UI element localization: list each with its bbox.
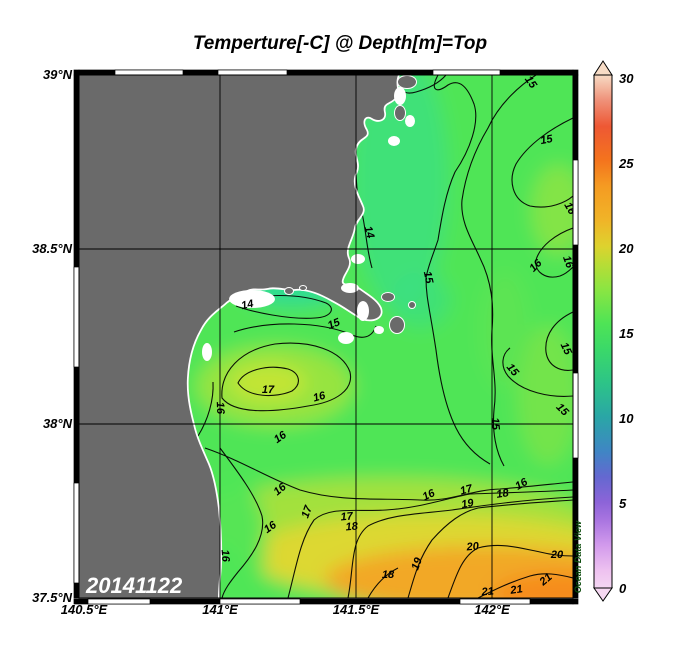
contour-14-bay bbox=[235, 294, 332, 319]
x-tick-label: 142°E bbox=[474, 602, 510, 617]
colorbar-tick-label: 0 bbox=[619, 581, 627, 596]
date-stamp: 20141122 bbox=[85, 573, 183, 598]
frame-segment bbox=[459, 598, 531, 605]
contour-label: 14 bbox=[362, 225, 377, 240]
x-tick-label: 141.5°E bbox=[333, 602, 380, 617]
contour-label: 16 bbox=[560, 254, 576, 270]
contour-label: 18 bbox=[345, 520, 359, 533]
frame-segment bbox=[572, 159, 579, 246]
contour-label: 21 bbox=[480, 586, 494, 599]
colorbar: 30 25 20 15 10 5 0 Ocean Data View bbox=[573, 60, 634, 602]
contour-label: 20 bbox=[550, 549, 564, 561]
plot-title: Temperture[-C] @ Depth[m]=Top bbox=[192, 33, 488, 54]
contour-15-right-a bbox=[545, 311, 573, 371]
frame-segment bbox=[73, 598, 80, 605]
contour-lines bbox=[197, 75, 573, 598]
colorbar-tick-label: 20 bbox=[618, 241, 634, 256]
contour-label: 19 bbox=[409, 555, 425, 571]
frame-segment bbox=[73, 69, 80, 76]
odv-credit: Ocean Data View bbox=[573, 520, 583, 593]
x-tick-label: 140.5°E bbox=[61, 602, 108, 617]
colorbar-arrow-down bbox=[593, 587, 613, 602]
contour-label: 21 bbox=[509, 583, 524, 597]
contour-18-front bbox=[347, 496, 573, 598]
contour-label: 16 bbox=[214, 402, 226, 416]
contour-16-right-loop bbox=[535, 227, 573, 278]
frame-segment bbox=[432, 69, 501, 76]
colorbar-tick-label: 15 bbox=[619, 326, 634, 341]
contour-label: 16 bbox=[561, 200, 578, 217]
y-tick-label: 38.5°N bbox=[32, 241, 73, 256]
contour-label: 18 bbox=[496, 487, 511, 501]
islands bbox=[284, 75, 417, 334]
contour-20-front bbox=[447, 544, 573, 598]
frame-segment bbox=[572, 598, 579, 605]
contour-label: 15 bbox=[558, 341, 574, 358]
frame-segment bbox=[87, 598, 151, 605]
contour-label: 17 bbox=[340, 510, 354, 523]
map-border bbox=[78, 74, 574, 599]
contour-15-right-loop bbox=[511, 117, 573, 208]
contour-15-east bbox=[461, 75, 537, 467]
contour-17-loop bbox=[237, 366, 299, 397]
contour-label: 17 bbox=[262, 384, 275, 396]
frame-segment bbox=[572, 69, 579, 76]
colorbar-tick-label: 25 bbox=[618, 156, 634, 171]
contour-label: 17 bbox=[299, 503, 315, 519]
frame-segment bbox=[114, 69, 184, 76]
contour-label: 16 bbox=[421, 487, 438, 503]
contour-label: 18 bbox=[382, 569, 395, 581]
y-tick-label: 39°N bbox=[43, 67, 73, 82]
contour-label: 16 bbox=[312, 389, 328, 404]
contour-16-front bbox=[204, 447, 573, 501]
colorbar-tick-label: 10 bbox=[619, 411, 634, 426]
x-tick-label: 141°E bbox=[202, 602, 238, 617]
y-tick-label: 37.5°N bbox=[32, 590, 73, 605]
contour-label: 16 bbox=[218, 549, 231, 563]
axis-tick-labels: 140.5°E 141°E 141.5°E 142°E 39°N 38.5°N 38°N 37… bbox=[32, 67, 510, 617]
contour-label: 15 bbox=[488, 417, 501, 431]
contour-label: 19 bbox=[460, 497, 475, 511]
contour-16-bay-loop bbox=[221, 342, 352, 412]
contour-label: 15 bbox=[326, 316, 343, 332]
y-tick-label: 38°N bbox=[43, 416, 73, 431]
contour-16-coast-south bbox=[219, 447, 264, 598]
contour-18-south bbox=[367, 567, 399, 598]
contour-label: 17 bbox=[459, 482, 475, 497]
frame-segment bbox=[217, 69, 288, 76]
contour-19-front bbox=[407, 499, 573, 598]
frame-segment bbox=[73, 482, 80, 584]
contour-17-front bbox=[287, 489, 573, 598]
graticule bbox=[79, 75, 573, 598]
nodata-patches bbox=[202, 87, 415, 361]
colorbar-tick-labels: 30 25 20 15 10 5 0 bbox=[618, 71, 634, 596]
contour-label: 14 bbox=[240, 298, 254, 312]
contour-label: 15 bbox=[539, 133, 554, 147]
contour-16-coast bbox=[197, 381, 214, 437]
contour-label: 20 bbox=[465, 540, 480, 553]
frame-segment bbox=[572, 372, 579, 459]
contour-15-right-b bbox=[502, 347, 573, 397]
contour-15-mid bbox=[425, 75, 491, 465]
colorbar-gradient bbox=[593, 74, 613, 589]
frame-segment bbox=[73, 266, 80, 368]
frame-segment bbox=[572, 74, 579, 599]
frame-segment bbox=[219, 598, 301, 605]
colorbar-tick-label: 30 bbox=[619, 71, 634, 86]
colorbar-arrow-up bbox=[593, 60, 613, 76]
contour-label: 15 bbox=[421, 270, 435, 285]
colorbar-tick-label: 5 bbox=[619, 496, 627, 511]
